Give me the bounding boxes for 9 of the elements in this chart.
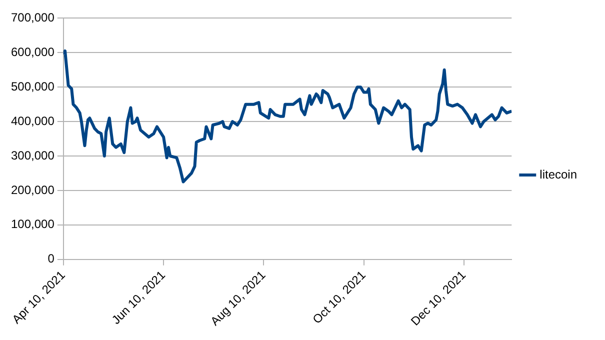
- y-tick-label: 700,000: [10, 10, 55, 25]
- y-tick-label: 600,000: [10, 44, 55, 59]
- y-tick-label: 0: [48, 252, 55, 266]
- legend-label: litecoin: [540, 167, 578, 182]
- y-tick-label: 400,000: [10, 114, 55, 128]
- y-tick-label: 500,000: [10, 79, 55, 94]
- y-tick-label: 100,000: [10, 217, 55, 232]
- y-tick-label: 200,000: [10, 182, 55, 197]
- y-tick-label: 300,000: [10, 148, 55, 162]
